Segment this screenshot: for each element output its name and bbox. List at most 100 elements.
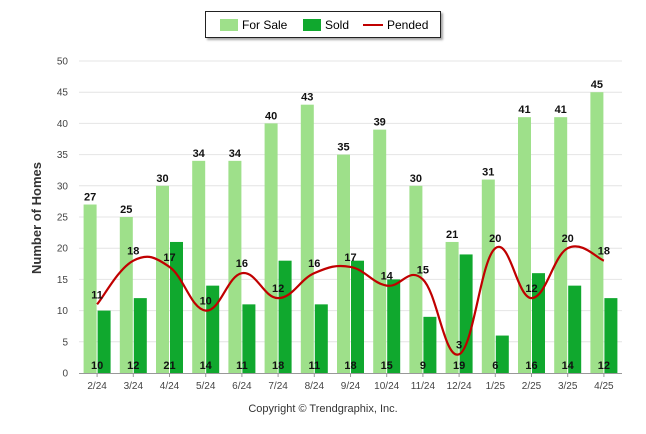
bar-sold [206,285,220,373]
x-tick-label: 9/24 [341,381,361,392]
legend-swatch-pended [363,24,383,26]
legend-label-sold: Sold [325,18,350,32]
data-label-sold: 11 [308,360,320,372]
legend: For Sale Sold Pended [205,11,441,38]
pended-line-layer [96,245,605,356]
y-tick-label: 40 [57,119,69,130]
y-tick-label: 10 [57,306,69,317]
data-label-sold: 6 [492,360,498,372]
bar-sold [97,310,111,373]
data-label-sold: 9 [420,360,426,372]
data-label-pended: 16 [236,258,248,270]
bar-for-sale [445,241,459,373]
bars-layer [83,92,618,374]
data-label-pended: 12 [525,283,537,295]
data-label-sold: 19 [453,360,465,372]
bar-sold [278,260,292,373]
data-label-sold: 16 [525,360,537,372]
bar-sold [495,335,509,373]
data-label-for-sale: 40 [265,110,277,122]
x-tick-label: 3/24 [124,381,144,392]
x-tick-label: 6/24 [232,381,252,392]
x-tick-label: 2/25 [522,381,542,392]
x-tick-label: 11/24 [411,381,436,392]
data-labels-layer: 27 10 25 12 30 21 34 14 34 11 40 18 43 11 35 18 39 15 30 9 2… [84,79,610,372]
x-tick-label: 5/24 [196,381,216,392]
y-axis-label: Number of Homes [29,162,44,274]
data-label-sold: 11 [236,360,248,372]
bar-for-sale [518,117,531,373]
y-tick-label: 0 [62,369,68,380]
data-label-for-sale: 39 [374,117,386,129]
legend-label-for-sale: For Sale [242,18,288,32]
bar-for-sale [300,104,314,374]
data-label-pended: 15 [417,264,429,276]
x-tick-label: 2/24 [87,381,107,392]
data-label-for-sale: 21 [446,229,458,241]
data-label-pended: 17 [163,252,175,264]
legend-label-pended: Pended [387,18,429,32]
data-label-for-sale: 34 [229,148,242,160]
bar-for-sale [83,204,97,373]
bar-for-sale [228,160,242,373]
bar-sold [242,304,256,373]
data-label-sold: 15 [381,360,393,372]
bar-sold [568,285,582,373]
x-tick-label: 1/25 [486,381,506,392]
data-label-sold: 12 [127,360,139,372]
grid-lines [79,60,622,343]
data-label-pended: 12 [272,283,284,295]
data-label-pended: 18 [127,246,139,258]
y-tick-label: 5 [62,337,68,348]
y-tick-label: 30 [57,181,69,192]
data-label-pended: 17 [344,252,356,264]
data-label-for-sale: 34 [193,148,206,160]
bar-sold [314,304,328,373]
data-label-for-sale: 30 [410,173,422,185]
data-label-for-sale: 31 [482,167,494,179]
data-label-pended: 3 [456,339,462,351]
legend-swatch-for-sale [220,19,238,31]
y-tick-label: 50 [57,57,69,68]
data-label-for-sale: 45 [591,79,603,91]
axes-layer: 0 5 10 15 20 25 30 35 40 45 50 2/24 3/24 4/24 5/24 6/24… [57,57,622,392]
data-label-pended: 20 [489,233,501,245]
bar-sold [387,279,401,373]
x-tick-label: 4/25 [594,381,614,392]
bar-for-sale [409,185,423,373]
legend-swatch-sold [303,19,321,31]
data-label-for-sale: 35 [337,142,349,154]
x-tick-label: 7/24 [268,381,288,392]
data-label-sold: 14 [200,360,213,372]
data-label-for-sale: 30 [156,173,168,185]
data-label-for-sale: 27 [84,192,96,204]
data-label-for-sale: 41 [555,104,567,116]
x-tick-label: 4/24 [160,381,180,392]
data-label-pended: 18 [598,246,610,258]
bar-for-sale [590,92,604,373]
bar-for-sale [156,185,169,373]
data-label-pended: 20 [562,233,574,245]
data-label-sold: 12 [598,360,610,372]
data-label-pended: 16 [308,258,320,270]
bar-for-sale [119,217,133,373]
bar-for-sale [337,154,350,373]
data-label-for-sale: 25 [120,204,132,216]
data-label-sold: 14 [562,360,575,372]
x-tick-label: 10/24 [374,381,399,392]
bar-sold [423,316,437,373]
x-tick-label: 8/24 [305,381,325,392]
y-tick-label: 35 [57,150,69,161]
bar-for-sale [192,160,206,373]
bar-sold [604,298,618,373]
bar-sold [351,260,364,373]
bar-for-sale [554,117,568,373]
copyright-footer: Copyright © Trendgraphix, Inc. [248,403,398,415]
x-tick-label: 12/24 [447,381,472,392]
y-tick-label: 20 [57,244,69,255]
bar-for-sale [373,129,387,373]
bar-for-sale [481,179,495,373]
data-label-sold: 10 [91,360,103,372]
data-label-sold: 21 [163,360,175,372]
